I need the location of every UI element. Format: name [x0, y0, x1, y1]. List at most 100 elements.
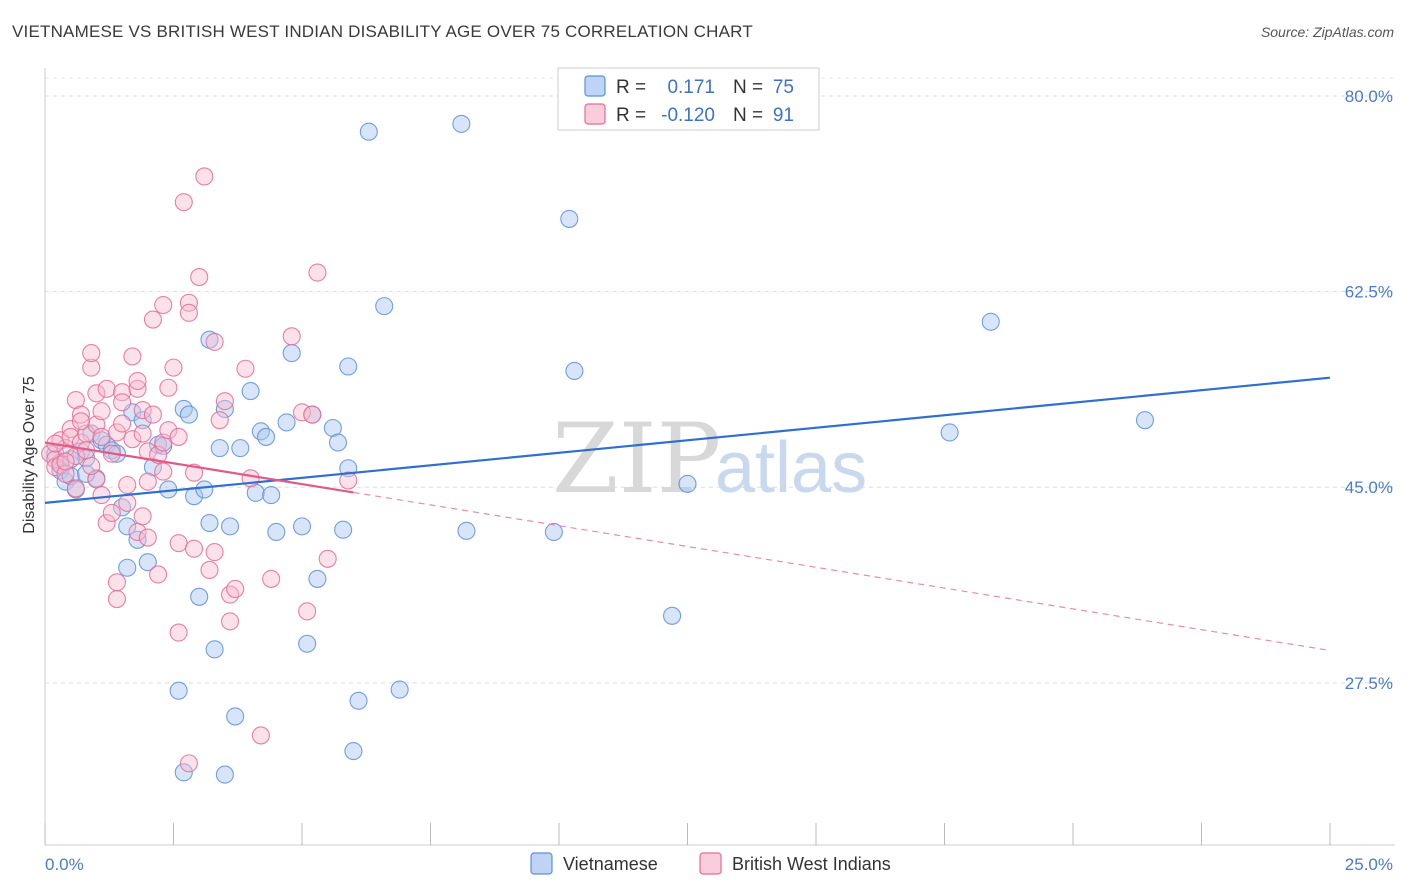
data-point	[251, 422, 270, 441]
data-point	[159, 421, 178, 440]
data-point	[143, 310, 162, 329]
series-legend-label-british-west-indians: British West Indians	[732, 854, 891, 874]
data-point	[215, 392, 234, 411]
data-point	[215, 765, 234, 784]
trend-line-dashed-1	[353, 491, 1331, 652]
data-point	[82, 424, 101, 443]
data-point	[262, 486, 281, 505]
data-point	[66, 390, 85, 410]
chart-title: VIETNAMESE VS BRITISH WEST INDIAN DISABI…	[12, 22, 753, 41]
data-point	[164, 358, 183, 377]
data-point	[179, 293, 198, 312]
legend-n-value-0: 75	[773, 77, 794, 98]
data-points	[41, 114, 1155, 784]
y-tick-label: 45.0%	[1345, 478, 1393, 497]
data-point	[118, 517, 137, 536]
data-point	[174, 763, 193, 782]
data-point	[544, 522, 563, 542]
data-point	[169, 534, 188, 553]
data-point	[277, 413, 296, 432]
data-point	[241, 382, 260, 401]
data-point	[179, 303, 198, 322]
data-point	[298, 602, 317, 621]
data-point	[113, 393, 132, 412]
data-point	[308, 263, 327, 282]
data-point	[82, 344, 101, 363]
data-point	[92, 402, 111, 421]
data-point	[97, 513, 116, 533]
data-point	[292, 517, 312, 536]
data-point	[169, 623, 188, 642]
data-point	[51, 461, 70, 480]
data-point	[246, 483, 265, 502]
data-point	[1135, 411, 1155, 430]
data-point	[133, 401, 152, 420]
data-point	[236, 359, 255, 378]
data-point	[92, 427, 111, 446]
watermark: ZIP atlas	[552, 403, 867, 515]
data-point	[678, 474, 697, 493]
legend-swatch-british-west-indians	[584, 103, 606, 125]
data-point	[452, 114, 471, 133]
data-point	[226, 707, 245, 726]
data-point	[231, 439, 250, 458]
data-point	[565, 361, 584, 381]
data-point	[323, 418, 342, 438]
y-tick-label: 80.0%	[1345, 87, 1393, 106]
data-point	[123, 430, 142, 449]
data-point	[267, 522, 286, 542]
legend-r-value-0: 0.171	[667, 77, 715, 98]
series-legend: Vietnamese British West Indians	[530, 852, 891, 875]
trend-line-solid-1	[44, 441, 354, 494]
series-british-west-indians	[41, 167, 358, 773]
data-point	[205, 543, 224, 562]
data-point	[190, 587, 209, 606]
data-point	[107, 423, 127, 442]
data-point	[138, 528, 157, 547]
data-point	[143, 405, 162, 424]
data-point	[560, 209, 579, 228]
data-point	[71, 405, 91, 424]
data-point	[51, 455, 70, 474]
data-point	[205, 640, 224, 659]
watermark-zip: ZIP	[552, 403, 721, 515]
watermark-atlas: atlas	[715, 428, 867, 508]
data-point	[262, 569, 281, 588]
data-point	[169, 681, 188, 700]
y-tick-labels: 27.5% 45.0% 62.5% 80.0%	[1345, 87, 1393, 693]
data-point	[339, 357, 358, 376]
data-point	[344, 742, 363, 761]
series-legend-swatch-vietnamese	[530, 852, 553, 875]
data-point	[210, 439, 229, 458]
data-point	[179, 405, 198, 424]
data-point	[149, 565, 168, 584]
data-point	[318, 549, 337, 568]
data-point	[118, 558, 137, 577]
data-point	[349, 691, 368, 710]
source-label: Source: ZipAtlas.com	[1260, 24, 1394, 40]
data-point	[251, 726, 270, 745]
data-point	[205, 332, 224, 351]
x-tick-labels: 0.0% 25.0%	[45, 855, 1393, 874]
data-point	[154, 462, 173, 481]
data-point	[226, 579, 245, 599]
axes	[44, 68, 1395, 846]
x-tick-label-max: 25.0%	[1345, 855, 1393, 874]
data-point	[457, 521, 476, 540]
data-point	[220, 517, 240, 536]
data-point	[123, 347, 142, 366]
data-point	[82, 358, 101, 377]
data-point	[128, 379, 147, 398]
data-point	[56, 464, 75, 483]
data-point	[107, 589, 127, 609]
data-point	[334, 520, 353, 539]
data-point	[71, 412, 91, 431]
data-point	[390, 680, 409, 699]
data-point	[215, 399, 234, 419]
data-point	[195, 167, 214, 186]
data-point	[61, 427, 80, 446]
data-point	[113, 383, 132, 402]
data-point	[200, 560, 219, 580]
y-axis-label: Disability Age Over 75	[21, 376, 38, 534]
